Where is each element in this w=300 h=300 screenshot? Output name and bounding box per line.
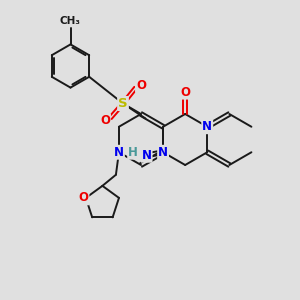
Text: N: N [142, 149, 152, 162]
Text: N: N [114, 146, 124, 159]
Text: O: O [100, 114, 110, 128]
Text: CH₃: CH₃ [60, 16, 81, 26]
Text: N: N [158, 146, 168, 159]
Text: O: O [136, 79, 146, 92]
Text: S: S [118, 97, 128, 110]
Text: O: O [79, 191, 88, 204]
Text: N: N [202, 120, 212, 133]
Text: O: O [180, 85, 190, 99]
Text: H: H [128, 146, 138, 159]
